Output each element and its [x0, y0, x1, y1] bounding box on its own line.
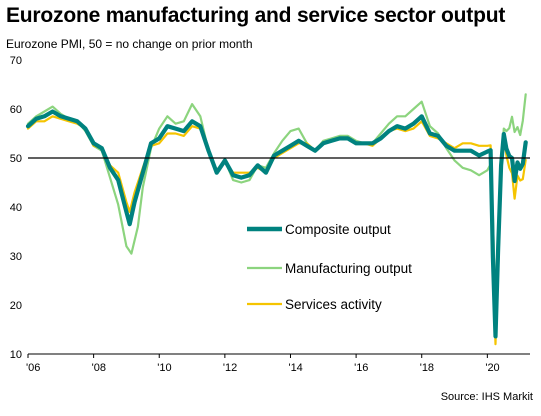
y-tick-label: 30	[10, 251, 22, 263]
x-tick-label: '20	[485, 362, 499, 374]
series-line-composite-output	[25, 109, 528, 339]
x-tick-label: '10	[157, 362, 171, 374]
y-tick-label: 70	[10, 55, 22, 67]
y-tick-label: 10	[10, 349, 22, 361]
x-tick-label: '12	[223, 362, 237, 374]
y-tick-label: 40	[10, 202, 22, 214]
y-tick-label: 50	[10, 153, 22, 165]
x-tick-label: '18	[420, 362, 434, 374]
legend: Composite output Manufacturing output Serv…	[247, 222, 412, 312]
source-note: Source: IHS Markit	[440, 391, 533, 403]
series-line-manufacturing-output	[26, 93, 527, 316]
series-layer	[25, 93, 528, 346]
chart-subtitle: Eurozone PMI, 50 = no change on prior mo…	[6, 37, 253, 51]
x-tick-label: '16	[354, 362, 368, 374]
x-axis: '06 '08 '10 '12 '14 '16 '18 '20	[26, 353, 530, 374]
y-axis: 10 20 30 40 50 60 70	[10, 55, 22, 361]
legend-label: Services activity	[285, 297, 382, 312]
x-tick-label: '08	[92, 362, 106, 374]
legend-label: Composite output	[285, 222, 391, 237]
y-tick-label: 20	[10, 300, 22, 312]
y-tick-label: 60	[10, 104, 22, 116]
chart-title: Eurozone manufacturing and service secto…	[6, 4, 506, 27]
x-tick-label: '14	[288, 362, 302, 374]
legend-label: Manufacturing output	[285, 261, 412, 276]
x-tick-label: '06	[26, 362, 40, 374]
